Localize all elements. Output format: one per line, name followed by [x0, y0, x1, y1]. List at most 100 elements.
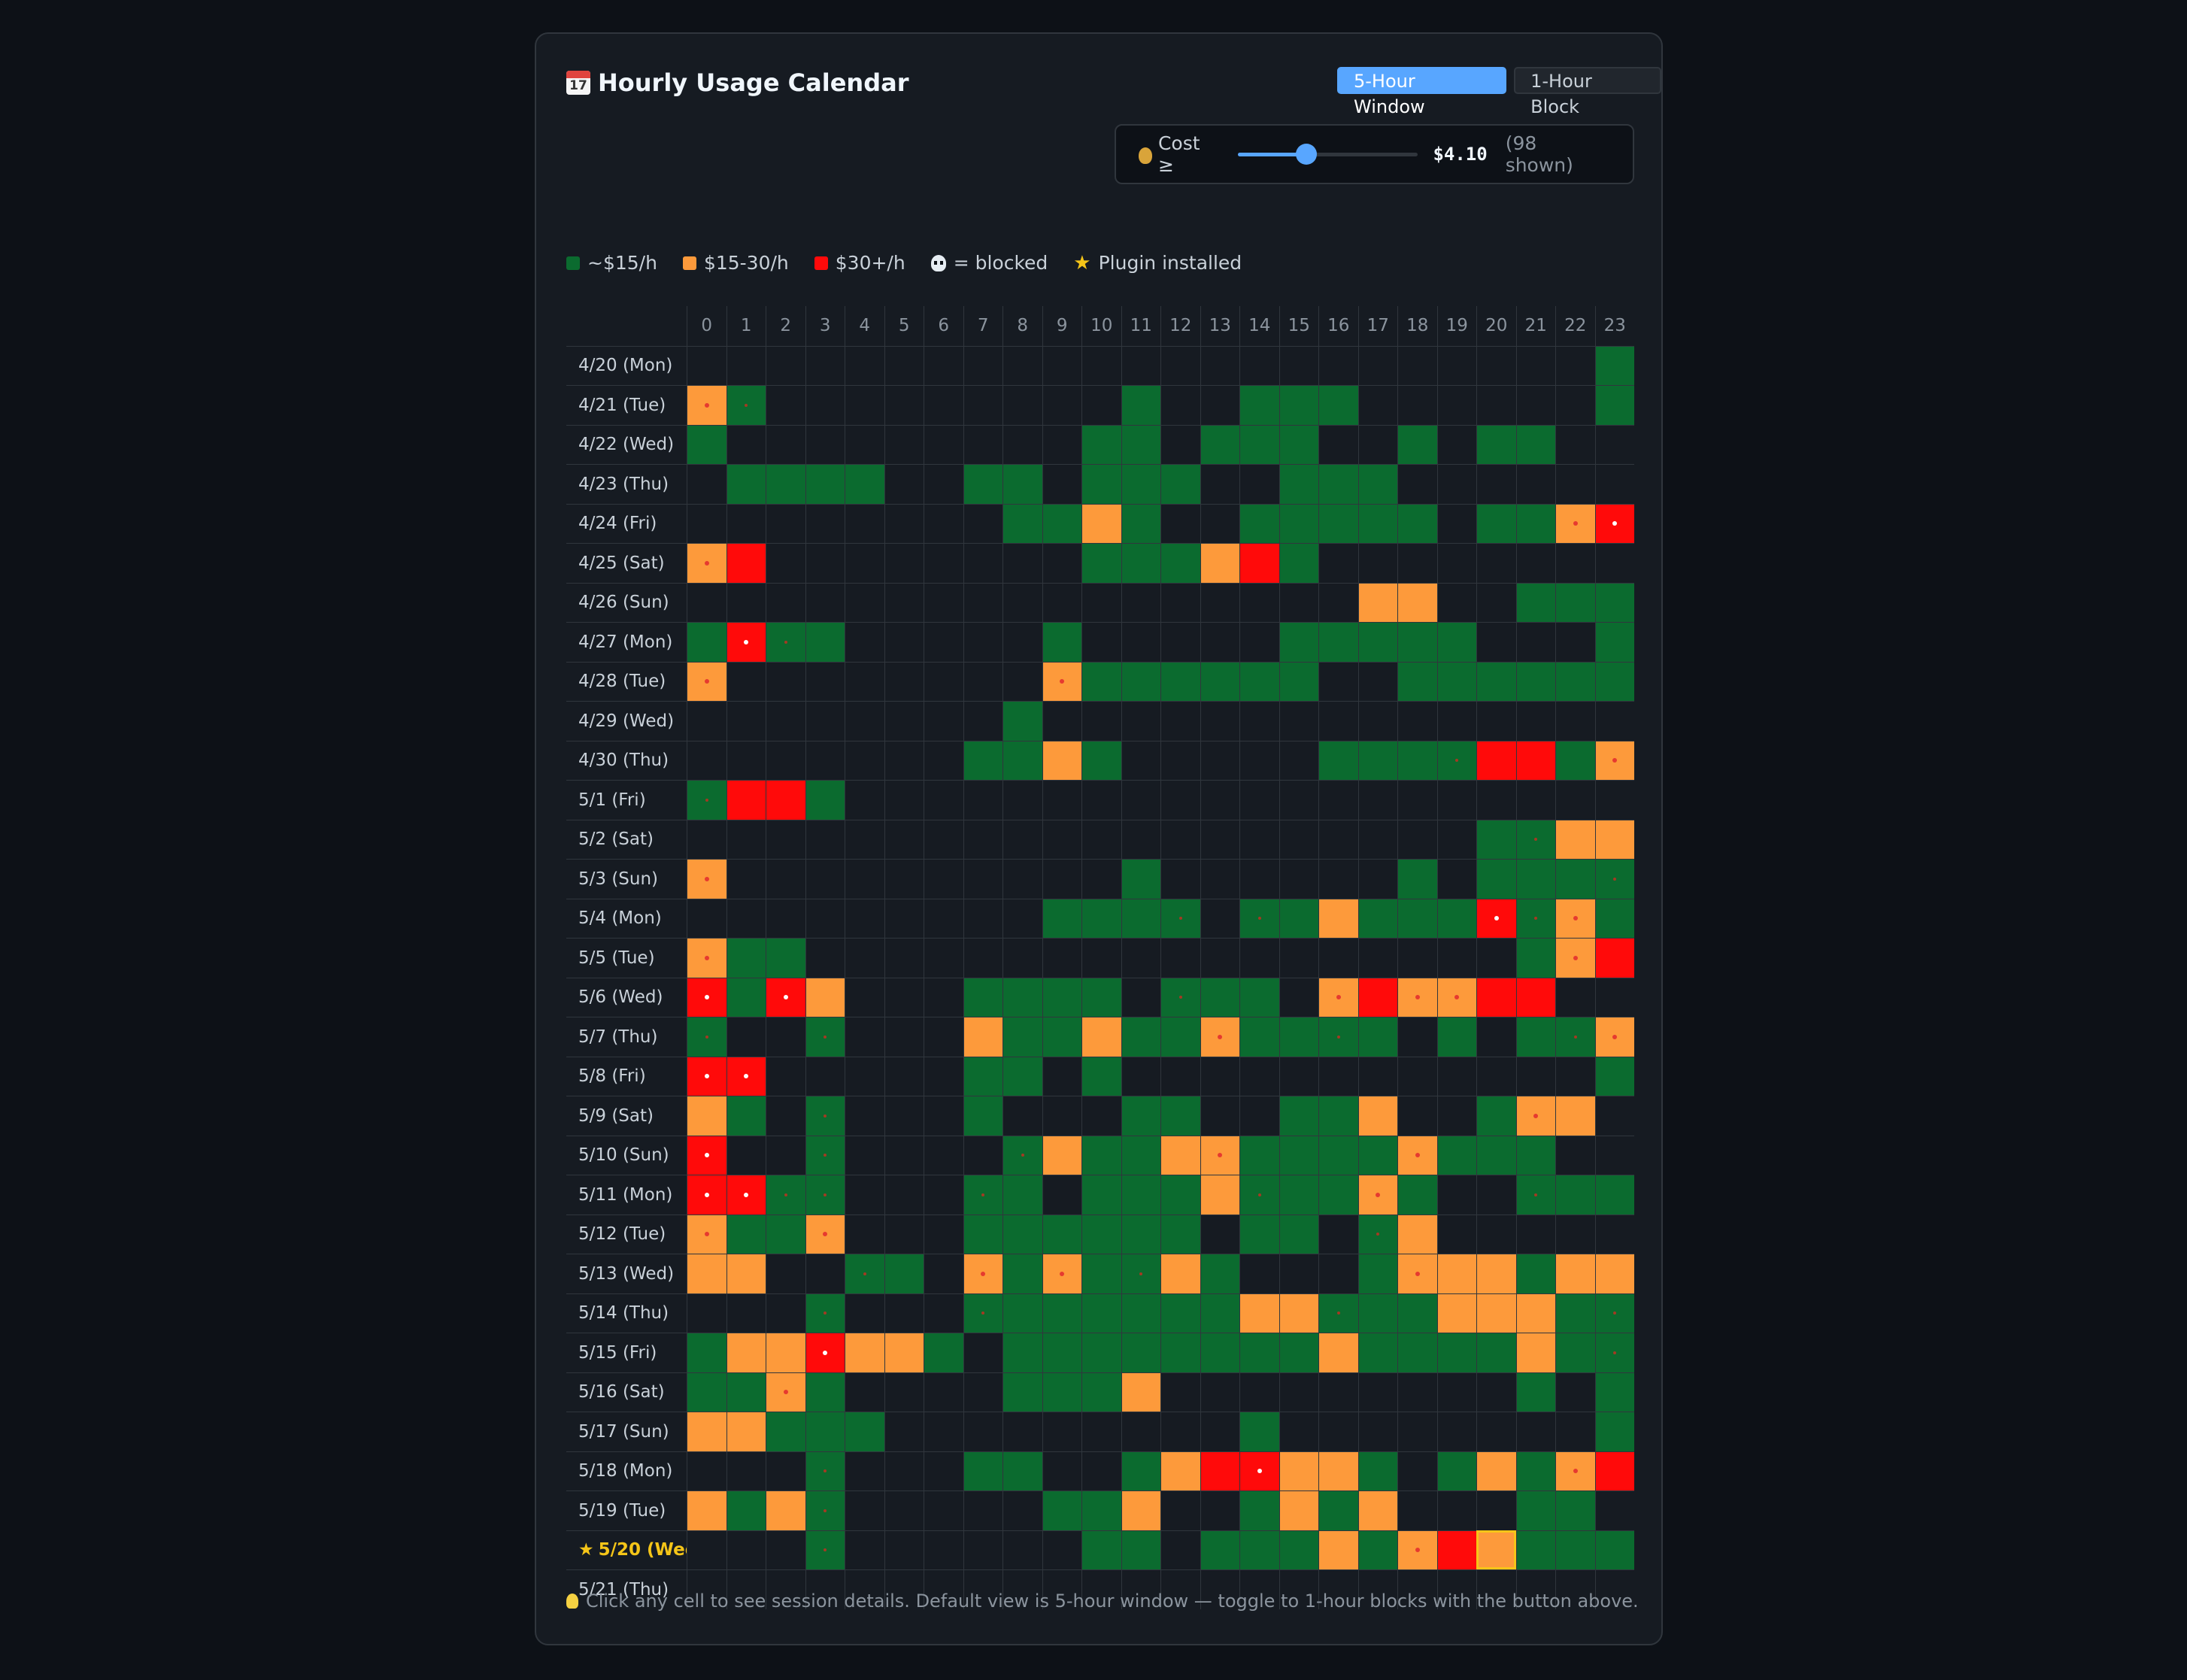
empty-cell[interactable] — [1436, 1096, 1476, 1136]
usage-cell[interactable] — [1279, 1175, 1318, 1215]
empty-cell[interactable] — [1357, 859, 1397, 899]
empty-cell[interactable] — [1003, 859, 1042, 899]
usage-cell[interactable] — [1436, 1254, 1476, 1293]
empty-cell[interactable] — [884, 898, 924, 938]
empty-cell[interactable] — [1357, 1412, 1397, 1451]
usage-cell[interactable] — [1476, 1333, 1516, 1372]
usage-cell[interactable] — [1239, 1451, 1279, 1490]
empty-cell[interactable] — [1200, 582, 1239, 622]
empty-cell[interactable] — [963, 1372, 1003, 1412]
usage-cell[interactable] — [1239, 1214, 1279, 1254]
usage-cell[interactable] — [1121, 424, 1160, 464]
empty-cell[interactable] — [924, 740, 963, 780]
usage-cell[interactable] — [1239, 661, 1279, 701]
empty-cell[interactable] — [1436, 582, 1476, 622]
usage-cell[interactable] — [1081, 503, 1121, 543]
empty-cell[interactable] — [687, 701, 726, 741]
empty-cell[interactable] — [1121, 1056, 1160, 1096]
empty-cell[interactable] — [1160, 1372, 1200, 1412]
usage-cell[interactable] — [805, 780, 845, 820]
usage-cell[interactable] — [1594, 1333, 1634, 1372]
empty-cell[interactable] — [1594, 543, 1634, 583]
empty-cell[interactable] — [963, 1530, 1003, 1569]
empty-cell[interactable] — [766, 859, 805, 899]
empty-cell[interactable] — [805, 701, 845, 741]
usage-cell[interactable] — [1081, 1214, 1121, 1254]
usage-cell[interactable] — [1003, 1293, 1042, 1333]
usage-cell[interactable] — [687, 1490, 726, 1530]
usage-cell[interactable] — [687, 1372, 726, 1412]
empty-cell[interactable] — [1357, 1056, 1397, 1096]
empty-cell[interactable] — [1515, 1569, 1555, 1609]
usage-cell[interactable] — [1357, 977, 1397, 1017]
usage-cell[interactable] — [884, 1254, 924, 1293]
empty-cell[interactable] — [1042, 1096, 1081, 1136]
usage-cell[interactable] — [1081, 1293, 1121, 1333]
empty-cell[interactable] — [884, 582, 924, 622]
usage-cell[interactable] — [726, 1056, 766, 1096]
empty-cell[interactable] — [1081, 582, 1121, 622]
empty-cell[interactable] — [845, 859, 884, 899]
usage-cell[interactable] — [1160, 1017, 1200, 1057]
usage-cell[interactable] — [1003, 503, 1042, 543]
empty-cell[interactable] — [924, 1175, 963, 1215]
usage-cell[interactable] — [963, 1214, 1003, 1254]
usage-cell[interactable] — [845, 464, 884, 504]
empty-cell[interactable] — [1160, 1530, 1200, 1569]
empty-cell[interactable] — [687, 503, 726, 543]
usage-cell[interactable] — [726, 1490, 766, 1530]
empty-cell[interactable] — [1042, 1412, 1081, 1451]
usage-cell[interactable] — [726, 1175, 766, 1215]
usage-cell[interactable] — [1003, 740, 1042, 780]
empty-cell[interactable] — [845, 1214, 884, 1254]
usage-cell[interactable] — [1081, 740, 1121, 780]
empty-cell[interactable] — [1121, 345, 1160, 385]
empty-cell[interactable] — [766, 1451, 805, 1490]
usage-cell[interactable] — [1476, 898, 1516, 938]
usage-cell[interactable] — [1397, 1254, 1437, 1293]
empty-cell[interactable] — [924, 859, 963, 899]
empty-cell[interactable] — [1003, 1096, 1042, 1136]
empty-cell[interactable] — [924, 424, 963, 464]
empty-cell[interactable] — [924, 1017, 963, 1057]
usage-cell[interactable] — [766, 1490, 805, 1530]
empty-cell[interactable] — [884, 938, 924, 978]
usage-cell[interactable] — [1279, 543, 1318, 583]
empty-cell[interactable] — [924, 819, 963, 859]
usage-cell[interactable] — [1515, 740, 1555, 780]
usage-cell[interactable] — [1003, 1451, 1042, 1490]
empty-cell[interactable] — [1160, 345, 1200, 385]
empty-cell[interactable] — [1436, 385, 1476, 425]
empty-cell[interactable] — [1476, 1214, 1516, 1254]
usage-cell[interactable] — [1515, 424, 1555, 464]
usage-cell[interactable] — [1397, 1135, 1437, 1175]
empty-cell[interactable] — [726, 1293, 766, 1333]
usage-cell[interactable] — [1397, 740, 1437, 780]
usage-cell[interactable] — [1594, 1412, 1634, 1451]
empty-cell[interactable] — [884, 464, 924, 504]
empty-cell[interactable] — [1239, 622, 1279, 662]
usage-cell[interactable] — [1436, 1333, 1476, 1372]
usage-cell[interactable] — [1436, 1451, 1476, 1490]
usage-cell[interactable] — [1121, 859, 1160, 899]
empty-cell[interactable] — [1357, 385, 1397, 425]
usage-cell[interactable] — [1357, 464, 1397, 504]
empty-cell[interactable] — [1318, 345, 1358, 385]
usage-cell[interactable] — [687, 1096, 726, 1136]
usage-cell[interactable] — [1081, 1530, 1121, 1569]
empty-cell[interactable] — [1042, 543, 1081, 583]
empty-cell[interactable] — [805, 1254, 845, 1293]
empty-cell[interactable] — [1200, 859, 1239, 899]
usage-cell[interactable] — [1200, 977, 1239, 1017]
empty-cell[interactable] — [1397, 543, 1437, 583]
empty-cell[interactable] — [1200, 1372, 1239, 1412]
usage-cell[interactable] — [687, 859, 726, 899]
empty-cell[interactable] — [845, 385, 884, 425]
usage-cell[interactable] — [963, 464, 1003, 504]
empty-cell[interactable] — [1515, 385, 1555, 425]
usage-cell[interactable] — [726, 1096, 766, 1136]
empty-cell[interactable] — [845, 503, 884, 543]
empty-cell[interactable] — [766, 424, 805, 464]
usage-cell[interactable] — [1515, 1293, 1555, 1333]
empty-cell[interactable] — [1003, 622, 1042, 662]
